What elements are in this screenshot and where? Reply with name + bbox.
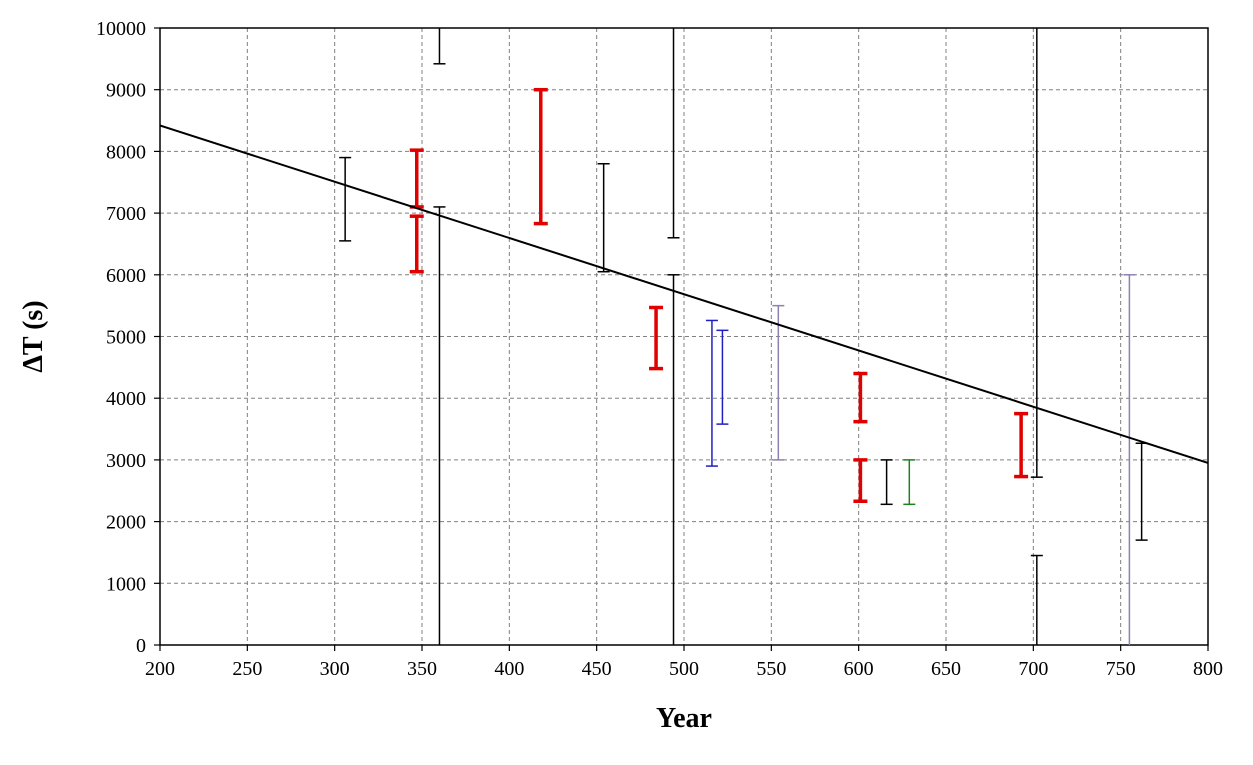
error-bar <box>1030 28 1043 478</box>
y-tick-label: 0 <box>136 635 146 657</box>
error-bar <box>772 304 785 461</box>
y-tick-label: 10000 <box>96 18 146 40</box>
error-bar <box>1030 554 1043 645</box>
y-tick-label: 3000 <box>106 450 146 472</box>
error-bar <box>667 28 680 239</box>
error-bar-series-3 <box>772 274 1136 645</box>
error-bar <box>433 206 446 645</box>
error-bar-series-2 <box>705 319 729 467</box>
error-bar <box>433 28 446 65</box>
x-tick-label: 500 <box>669 658 699 680</box>
y-tick-label: 4000 <box>106 388 146 410</box>
error-bar <box>667 274 680 645</box>
trend-line-group <box>159 124 1209 464</box>
error-bar-series-4 <box>903 459 916 506</box>
error-bar <box>716 329 729 425</box>
x-tick-label: 750 <box>1106 658 1136 680</box>
x-tick-label: 700 <box>1018 658 1048 680</box>
error-bar <box>853 371 868 424</box>
error-bar <box>705 319 718 467</box>
error-bar <box>903 459 916 506</box>
y-tick-label: 1000 <box>106 573 146 595</box>
tick-labels: 200 250 300 350 400 450 500 550 600 650 700 750 8000… <box>96 18 1223 680</box>
x-tick-label: 350 <box>407 658 437 680</box>
error-bar <box>1014 411 1029 479</box>
x-tick-label: 250 <box>232 658 262 680</box>
x-tick-label: 200 <box>145 658 175 680</box>
error-bar <box>1135 442 1148 541</box>
error-bar <box>1123 274 1136 645</box>
x-tick-label: 550 <box>756 658 786 680</box>
x-tick-label: 450 <box>582 658 612 680</box>
y-tick-label: 8000 <box>106 141 146 163</box>
y-axis-title: ΔT (s) <box>18 300 49 372</box>
y-tick-label: 9000 <box>106 80 146 102</box>
y-tick-label: 6000 <box>106 265 146 287</box>
error-bar <box>853 458 868 503</box>
error-bar-series-1 <box>409 87 1029 503</box>
x-tick-label: 400 <box>494 658 524 680</box>
error-bar <box>649 305 664 371</box>
x-tick-label: 650 <box>931 658 961 680</box>
x-tick-label: 600 <box>844 658 874 680</box>
error-bar <box>880 459 893 506</box>
y-tick-label: 5000 <box>106 327 146 349</box>
error-bar-series-0 <box>339 28 1148 645</box>
data-series <box>339 28 1148 645</box>
x-axis-title: Year <box>656 703 712 734</box>
y-tick-label: 7000 <box>106 203 146 225</box>
grid-lines <box>160 28 1208 645</box>
error-bar <box>409 214 424 274</box>
x-tick-label: 300 <box>320 658 350 680</box>
error-bar <box>533 87 548 226</box>
trend-line <box>159 124 1209 464</box>
error-bar <box>597 162 610 273</box>
error-bar <box>339 156 352 242</box>
x-tick-label: 800 <box>1193 658 1223 680</box>
y-tick-label: 2000 <box>106 512 146 534</box>
